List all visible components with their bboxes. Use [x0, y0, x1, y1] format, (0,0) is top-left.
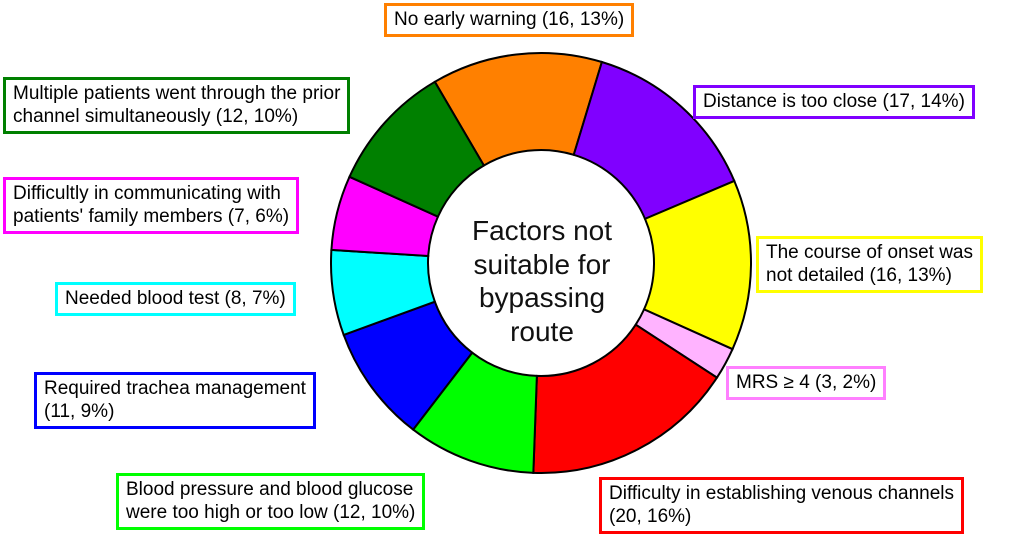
label-text-line: The course of onset was: [766, 242, 973, 263]
label-distance-too-close: Distance is too close (17, 14%): [693, 85, 975, 120]
label-text-line: Difficulty in establishing venous channe…: [609, 483, 955, 504]
label-text-line: were too high or too low (12, 10%): [126, 502, 416, 524]
label-text-line: not detailed (16, 13%): [766, 265, 952, 287]
label-text-line: Blood pressure and blood glucose: [126, 479, 414, 500]
label-multiple-patients: Multiple patients went through the prior…: [3, 77, 351, 135]
label-course-of-onset: The course of onset was not detailed (16…: [756, 236, 983, 294]
center-line-2: suitable for: [473, 248, 611, 280]
label-text-line: (11, 9%): [44, 401, 115, 423]
label-blood-test: Needed blood test (8, 7%): [55, 282, 296, 317]
label-text-line: patients' family members (7, 6%): [13, 206, 290, 228]
label-mrs: MRS ≥ 4 (3, 2%): [726, 366, 887, 401]
label-venous-channels: Difficulty in establishing venous channe…: [599, 477, 965, 535]
label-text-line: Difficultly in communicating with: [13, 183, 281, 204]
label-text-line: channel simultaneously (12, 10%): [13, 106, 299, 128]
center-line-3: bypassing: [478, 282, 606, 314]
label-text: MRS ≥ 4 (3, 2%): [736, 372, 877, 393]
donut-slice-9: [348, 80, 486, 218]
donut-center-label: Factors not suitable for bypassing route: [444, 214, 640, 348]
label-text-line: (20, 16%): [609, 506, 692, 528]
label-text: Distance is too close (17, 14%): [703, 91, 965, 112]
label-text-line: Multiple patients went through the prior: [13, 83, 341, 104]
label-text: Needed blood test (8, 7%): [65, 288, 286, 309]
label-text-line: Required trachea management: [44, 378, 306, 399]
label-communicating: Difficultly in communicating with patien…: [3, 177, 300, 235]
center-line-4: route: [510, 315, 574, 347]
center-line-1: Factors not: [471, 215, 613, 246]
label-no-early-warning: No early warning (16, 13%): [384, 3, 635, 38]
label-trachea: Required trachea management (11, 9%): [34, 372, 316, 430]
label-bp-glucose: Blood pressure and blood glucose were to…: [116, 473, 426, 531]
label-text: No early warning (16, 13%): [394, 9, 625, 30]
